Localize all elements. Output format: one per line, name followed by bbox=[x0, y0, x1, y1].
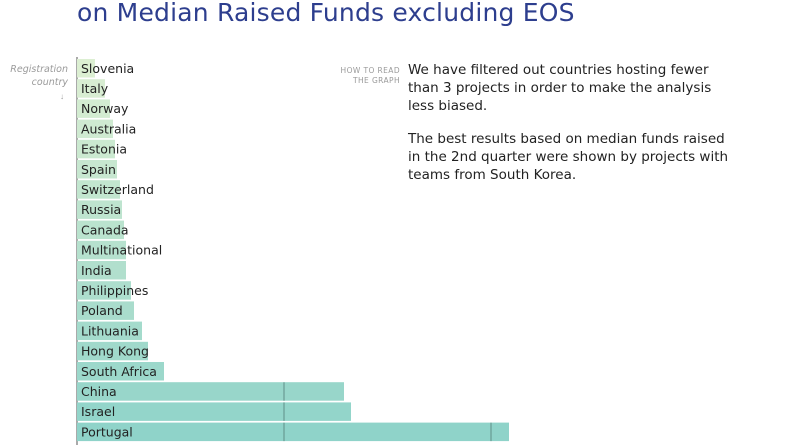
explanation-paragraph-2: The best results based on median funds r… bbox=[408, 131, 729, 183]
explanation-paragraph-1: We have filtered out countries hosting f… bbox=[408, 62, 712, 114]
bar-italy bbox=[77, 79, 105, 98]
bar-label: Portugal bbox=[81, 424, 133, 439]
y-axis-label-line2: country bbox=[31, 77, 68, 88]
bar-poland bbox=[77, 301, 134, 320]
bar-slovenia bbox=[77, 59, 95, 78]
bar-label: Italy bbox=[81, 81, 109, 96]
how-to-read-line2: THE GRAPH bbox=[353, 76, 400, 85]
bar-label: Poland bbox=[81, 303, 123, 318]
bar-australia bbox=[77, 119, 113, 139]
bar-label: Australia bbox=[81, 121, 136, 136]
chart-title-line2: on Median Raised Funds excluding EOS bbox=[77, 0, 575, 27]
bar-label: Canada bbox=[81, 222, 129, 237]
y-axis-label-line1: Registration bbox=[10, 64, 68, 75]
how-to-read-line1: HOW TO READ bbox=[340, 66, 400, 75]
bar-spain bbox=[77, 160, 117, 179]
chart-title: on Median Raised Funds excluding EOS bbox=[77, 0, 575, 27]
bar-norway bbox=[77, 99, 110, 118]
bar-label: Philippines bbox=[81, 283, 148, 298]
bar-india bbox=[77, 261, 126, 280]
down-arrow-icon: ↓ bbox=[60, 92, 64, 101]
bar-label: South Africa bbox=[81, 364, 157, 379]
bar-label: Estonia bbox=[81, 142, 127, 157]
bar-label: Lithuania bbox=[81, 323, 139, 338]
bar-switzerland bbox=[77, 180, 120, 199]
bar-label: Russia bbox=[81, 202, 121, 217]
bar-portugal bbox=[77, 422, 509, 442]
bar-estonia bbox=[77, 139, 115, 159]
explanation-text: We have filtered out countries hosting f… bbox=[408, 61, 738, 199]
bar-hong-kong bbox=[77, 341, 148, 361]
bar-label: China bbox=[81, 384, 117, 399]
bar-label: Multinational bbox=[81, 243, 162, 258]
bar-label: Slovenia bbox=[81, 61, 134, 76]
bar-label: Switzerland bbox=[81, 182, 154, 197]
y-axis-label: Registration country bbox=[6, 63, 68, 89]
bar-label: Hong Kong bbox=[81, 344, 149, 359]
bar-canada bbox=[77, 220, 124, 240]
how-to-read-label: HOW TO READ THE GRAPH bbox=[334, 66, 400, 86]
bar-philippines bbox=[77, 281, 131, 300]
bar-multinational bbox=[77, 240, 126, 260]
bar-lithuania bbox=[77, 321, 142, 341]
bar-israel bbox=[77, 402, 351, 421]
bar-label: India bbox=[81, 263, 112, 278]
bar-china bbox=[77, 382, 344, 401]
bar-south-africa bbox=[77, 362, 164, 381]
bar-russia bbox=[77, 200, 122, 219]
bar-label: Israel bbox=[81, 404, 115, 419]
bar-label: Spain bbox=[81, 162, 116, 177]
bar-label: Norway bbox=[81, 101, 129, 116]
